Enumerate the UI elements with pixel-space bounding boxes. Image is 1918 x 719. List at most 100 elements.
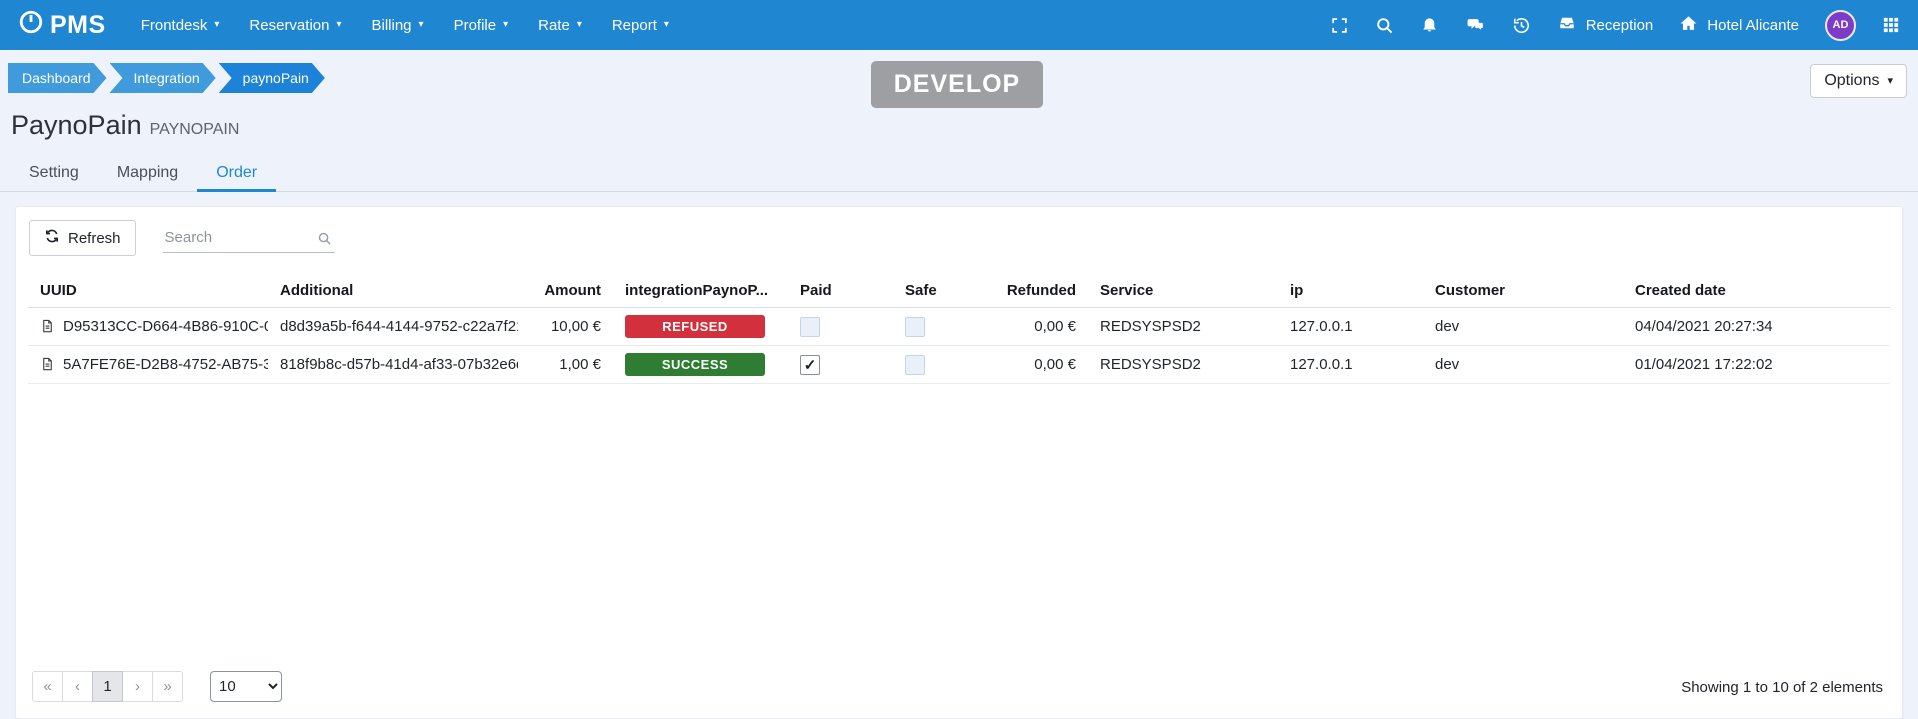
col-safe[interactable]: Safe <box>893 274 993 308</box>
orders-table: UUID Additional Amount integrationPaynoP… <box>28 274 1890 384</box>
environment-badge: DEVELOP <box>871 61 1043 108</box>
tab-bar: Setting Mapping Order <box>0 155 1918 192</box>
fullscreen-icon[interactable] <box>1330 16 1349 35</box>
uuid-value: 5A7FE76E-D2B8-4752-AB75-335E <box>63 356 268 373</box>
search-icon <box>317 231 332 251</box>
menu-report[interactable]: Report ▾ <box>597 0 684 50</box>
history-icon[interactable] <box>1512 16 1531 35</box>
status-badge: REFUSED <box>625 315 765 338</box>
user-avatar[interactable]: AD <box>1825 10 1856 41</box>
search-input[interactable] <box>163 223 335 253</box>
pagination: « ‹ 1 › » 10 <box>32 671 282 702</box>
options-label: Options <box>1824 72 1879 90</box>
main-menu: Frontdesk ▾ Reservation ▾ Billing ▾ Prof… <box>126 0 684 50</box>
col-integration-status[interactable]: integrationPaynoP... <box>613 274 788 308</box>
paid-checkbox[interactable] <box>800 317 820 337</box>
menu-label: Rate <box>538 17 570 34</box>
options-button[interactable]: Options ▾ <box>1810 64 1907 98</box>
refresh-label: Refresh <box>68 230 121 247</box>
chevron-down-icon: ▾ <box>1887 76 1893 87</box>
uuid-cell: D95313CC-D664-4B86-910C-0861 <box>28 308 268 346</box>
col-ip[interactable]: ip <box>1278 274 1423 308</box>
breadcrumb-integration[interactable]: Integration <box>110 63 216 93</box>
pagination-prev-button[interactable]: ‹ <box>62 671 93 702</box>
app-logo[interactable]: PMS <box>18 9 106 42</box>
search-icon[interactable] <box>1375 16 1394 35</box>
status-badge: SUCCESS <box>625 353 765 376</box>
col-service[interactable]: Service <box>1088 274 1278 308</box>
page-header: PaynoPain PAYNOPAIN <box>0 110 1918 141</box>
uuid-value: D95313CC-D664-4B86-910C-0861 <box>63 318 268 335</box>
table-header-row: UUID Additional Amount integrationPaynoP… <box>28 274 1890 308</box>
home-icon <box>1679 14 1698 37</box>
reception-label: Reception <box>1586 17 1654 34</box>
col-refunded[interactable]: Refunded <box>993 274 1088 308</box>
customer-cell: dev <box>1423 308 1623 346</box>
hotel-label: Hotel Alicante <box>1707 17 1799 34</box>
table-row[interactable]: 5A7FE76E-D2B8-4752-AB75-335E 818f9b8c-d5… <box>28 346 1890 384</box>
orders-table-wrap: UUID Additional Amount integrationPaynoP… <box>16 264 1902 384</box>
menu-frontdesk[interactable]: Frontdesk ▾ <box>126 0 235 50</box>
col-paid[interactable]: Paid <box>788 274 893 308</box>
refresh-icon <box>44 228 60 248</box>
chevron-down-icon: ▾ <box>214 20 219 30</box>
breadcrumb-row: Dashboard Integration paynoPain DEVELOP … <box>0 50 1918 108</box>
table-toolbar: Refresh <box>16 207 1902 264</box>
hotel-selector[interactable]: Hotel Alicante <box>1679 14 1799 37</box>
notifications-bell-icon[interactable] <box>1420 16 1439 35</box>
safe-checkbox[interactable] <box>905 317 925 337</box>
chat-messages-icon[interactable] <box>1465 16 1486 35</box>
ip-cell: 127.0.0.1 <box>1278 308 1423 346</box>
additional-cell: 818f9b8c-d57b-41d4-af33-07b32e6d5 <box>268 346 518 384</box>
breadcrumb-dashboard[interactable]: Dashboard <box>8 63 107 93</box>
safe-cell <box>893 308 993 346</box>
refunded-cell: 0,00 € <box>993 346 1088 384</box>
breadcrumb-paynopain[interactable]: paynoPain <box>219 63 325 93</box>
page-size-select[interactable]: 10 <box>210 671 282 702</box>
menu-billing[interactable]: Billing ▾ <box>357 0 439 50</box>
paid-cell <box>788 308 893 346</box>
order-panel: Refresh UUID Additional Amount integrati… <box>15 206 1903 719</box>
created-date-cell: 04/04/2021 20:27:34 <box>1623 308 1890 346</box>
refresh-button[interactable]: Refresh <box>29 220 136 256</box>
tab-order[interactable]: Order <box>197 155 276 192</box>
tab-setting[interactable]: Setting <box>10 155 98 192</box>
service-cell: REDSYSPSD2 <box>1088 346 1278 384</box>
col-additional[interactable]: Additional <box>268 274 518 308</box>
uuid-cell: 5A7FE76E-D2B8-4752-AB75-335E <box>28 346 268 384</box>
table-row[interactable]: D95313CC-D664-4B86-910C-0861 d8d39a5b-f6… <box>28 308 1890 346</box>
menu-rate[interactable]: Rate ▾ <box>523 0 597 50</box>
document-icon <box>40 318 63 335</box>
reception-selector[interactable]: Reception <box>1557 14 1654 36</box>
pagination-page-1-button[interactable]: 1 <box>92 671 123 702</box>
additional-cell: d8d39a5b-f644-4144-9752-c22a7f219 <box>268 308 518 346</box>
menu-label: Reservation <box>249 17 329 34</box>
chevron-down-icon: ▾ <box>577 20 582 30</box>
menu-reservation[interactable]: Reservation ▾ <box>234 0 356 50</box>
safe-checkbox[interactable] <box>905 355 925 375</box>
menu-profile[interactable]: Profile ▾ <box>439 0 524 50</box>
page-subtitle: PAYNOPAIN <box>150 121 240 138</box>
page-title: PaynoPain <box>11 110 142 140</box>
menu-label: Billing <box>372 17 412 34</box>
chevron-down-icon: ▾ <box>503 20 508 30</box>
col-customer[interactable]: Customer <box>1423 274 1623 308</box>
menu-label: Profile <box>454 17 497 34</box>
pagination-last-button[interactable]: » <box>152 671 183 702</box>
pms-logo-icon <box>18 9 44 42</box>
pagination-next-button[interactable]: › <box>122 671 153 702</box>
refunded-cell: 0,00 € <box>993 308 1088 346</box>
tab-mapping[interactable]: Mapping <box>98 155 197 192</box>
navbar-actions: Reception Hotel Alicante AD <box>1330 10 1900 41</box>
col-amount[interactable]: Amount <box>518 274 613 308</box>
document-icon <box>40 356 63 373</box>
apps-grid-icon[interactable] <box>1882 16 1900 34</box>
status-cell: REFUSED <box>613 308 788 346</box>
col-created-date[interactable]: Created date <box>1623 274 1890 308</box>
amount-cell: 1,00 € <box>518 346 613 384</box>
col-uuid[interactable]: UUID <box>28 274 268 308</box>
paid-checkbox[interactable] <box>800 355 820 375</box>
search-field <box>163 223 335 253</box>
pagination-first-button[interactable]: « <box>32 671 63 702</box>
brand-text: PMS <box>50 11 106 40</box>
